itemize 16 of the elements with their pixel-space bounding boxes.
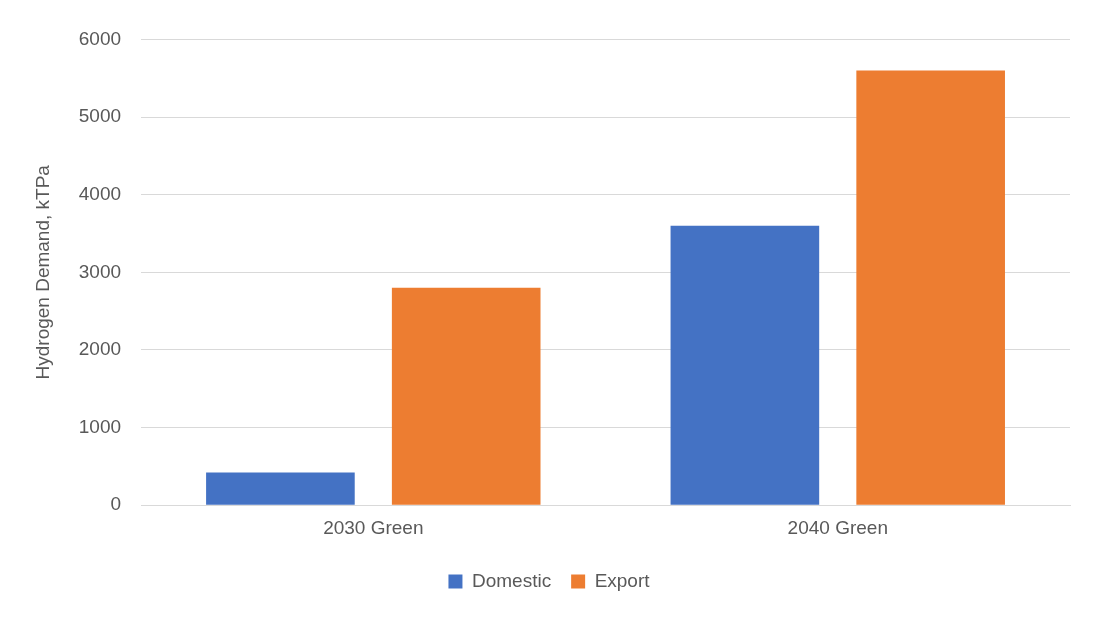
y-tick-label: 6000: [78, 27, 122, 49]
x-tick-label: 2030 Green: [323, 516, 424, 538]
bar: [856, 70, 1005, 505]
y-tick-label: 2000: [78, 338, 122, 360]
bar: [391, 287, 541, 505]
bar: [670, 225, 820, 505]
y-tick-label: 4000: [78, 182, 122, 204]
y-tick-label: 1000: [78, 415, 122, 437]
legend-label: Domestic: [471, 569, 552, 591]
y-axis-title: Hydrogen Demand, kTPa: [31, 164, 53, 380]
x-tick-label: 2040 Green: [787, 516, 888, 538]
y-tick-label: 5000: [78, 105, 122, 127]
y-tick-label: 0: [110, 493, 122, 515]
y-tick-label: 3000: [78, 260, 122, 282]
bar: [206, 472, 355, 505]
legend-label: Export: [594, 569, 651, 591]
